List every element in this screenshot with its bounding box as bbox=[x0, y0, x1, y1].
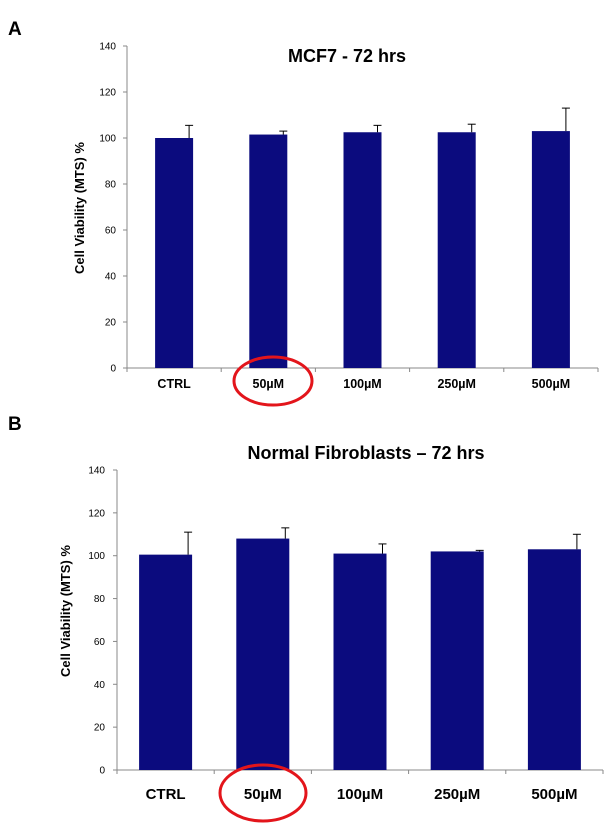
panel-a-x-tick-label: 500µM bbox=[532, 377, 570, 391]
panel-a-bars: CTRL 50µM 100µM 250µM 500µM bbox=[155, 107, 570, 407]
panel-b-x-tick-label: CTRL bbox=[146, 786, 186, 803]
panel-a-y-tick-label: 140 bbox=[99, 42, 116, 53]
panel-a-x-tick-label: 100µM bbox=[343, 377, 381, 391]
panel-b-bar bbox=[333, 553, 387, 770]
panel-a-y-tick-label: 100 bbox=[99, 134, 116, 145]
panel-b-y-axis-label: Cell Viability (MTS) % bbox=[58, 545, 73, 677]
panel-b-y-tick-label: 100 bbox=[88, 551, 105, 562]
panel-a-bar bbox=[437, 132, 476, 368]
panel-a-y-axis-label: Cell Viability (MTS) % bbox=[72, 142, 87, 274]
panel-b-y-tick-label: 120 bbox=[88, 508, 105, 519]
panel-a-letter: A bbox=[8, 19, 22, 40]
panel-a-y-tick-label: 80 bbox=[105, 180, 117, 191]
panel-a-y-tick-label: 20 bbox=[105, 318, 117, 329]
panel-a-x-tick-label: 250µM bbox=[437, 377, 475, 391]
panel-a-highlight-circle bbox=[232, 355, 314, 407]
panel-a-bar bbox=[155, 138, 194, 368]
panel-b-x-tick-label: 500µM bbox=[531, 786, 577, 803]
panel-b-y-tick-label: 60 bbox=[94, 637, 106, 648]
panel-b-bar bbox=[527, 549, 581, 770]
panel-b-bars: CTRL 50µM 100µM 250µM 500µM bbox=[139, 527, 581, 823]
panel-b-bar bbox=[236, 538, 290, 770]
panel-a-chart: A MCF7 - 72 hrs Cell Viability (MTS) % 0… bbox=[8, 19, 599, 407]
panel-a-bar bbox=[249, 134, 288, 368]
panel-a-y-tick-label: 120 bbox=[99, 88, 116, 99]
panel-b-y-tick-label: 40 bbox=[94, 680, 106, 691]
panel-a-x-tick-label: 50µM bbox=[253, 377, 285, 391]
panel-b-y-tick-label: 80 bbox=[94, 594, 106, 605]
panel-a-bar bbox=[343, 132, 382, 368]
panel-b-x-tick-label: 100µM bbox=[337, 786, 383, 803]
panel-b-y-tick-label: 20 bbox=[94, 723, 106, 734]
panel-b-y-tick-label: 140 bbox=[88, 466, 105, 477]
panel-a-x-tick-label: CTRL bbox=[157, 377, 191, 391]
panel-b-y-tick-label: 0 bbox=[99, 766, 105, 777]
panel-b-bar bbox=[139, 554, 193, 770]
panel-a-axes: 0 20 40 60 80 100 120 140 bbox=[99, 42, 599, 375]
panel-b-title: Normal Fibroblasts – 72 hrs bbox=[247, 443, 484, 463]
panel-b-highlight-circle bbox=[218, 763, 308, 823]
panel-b-x-tick-label: 250µM bbox=[434, 786, 480, 803]
panel-a-y-tick-label: 60 bbox=[105, 226, 117, 237]
panel-b-chart: B Normal Fibroblasts – 72 hrs Cell Viabi… bbox=[8, 414, 604, 823]
panel-a-bar bbox=[531, 131, 570, 368]
panel-b-letter: B bbox=[8, 414, 22, 435]
panel-b-x-tick-label: 50µM bbox=[244, 786, 282, 803]
panel-a-y-tick-label: 40 bbox=[105, 272, 117, 283]
panel-a-y-tick-label: 0 bbox=[110, 364, 116, 375]
panel-a-title: MCF7 - 72 hrs bbox=[288, 46, 406, 66]
panel-b-bar bbox=[430, 551, 484, 770]
